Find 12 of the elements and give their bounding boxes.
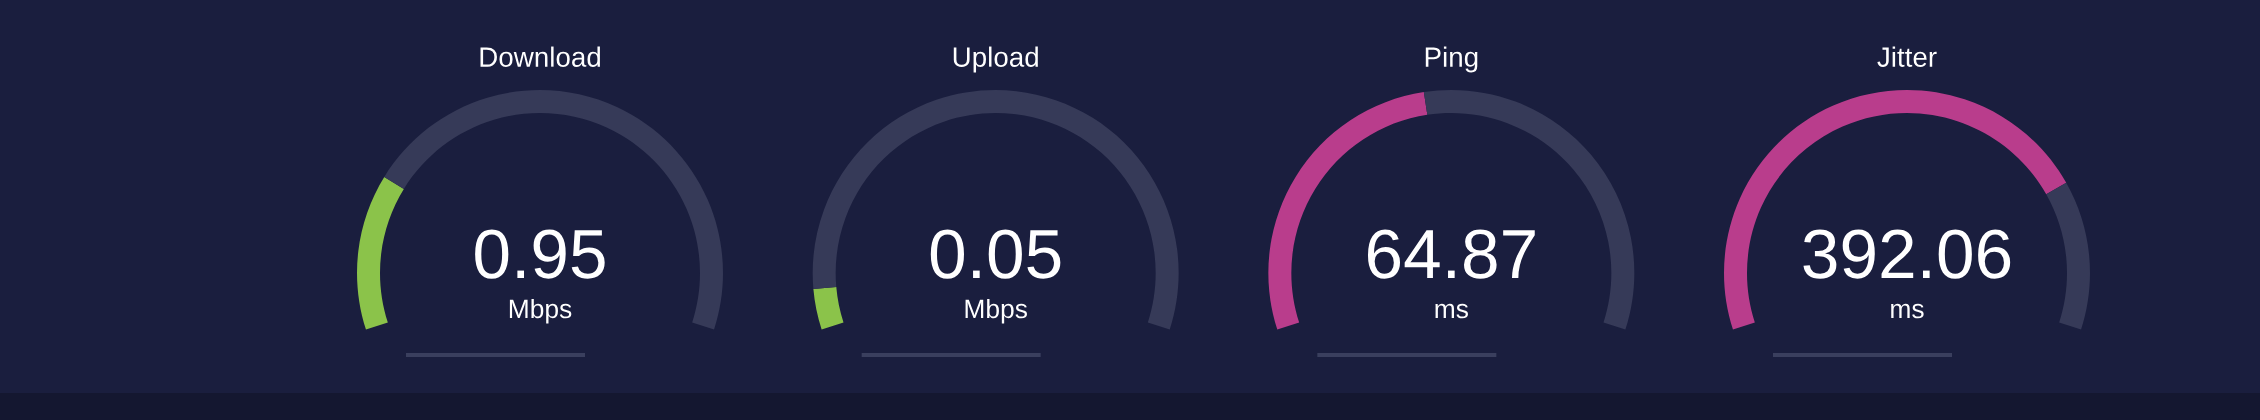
text: 0.95	[475, 229, 605, 279]
text: ms	[1891, 303, 1924, 319]
chart-title: Ping	[1425, 46, 1478, 73]
text: 64.87	[1367, 229, 1535, 279]
text: 392.06	[1803, 229, 2011, 279]
chart-title: Upload	[953, 46, 1038, 73]
chart-title: Jitter	[1877, 46, 1937, 67]
text: ms	[1435, 303, 1468, 319]
text: Mbps	[509, 298, 572, 324]
text: Mbps	[965, 298, 1027, 324]
chart-title: Download	[480, 46, 600, 67]
text: 0.05	[930, 229, 1061, 279]
